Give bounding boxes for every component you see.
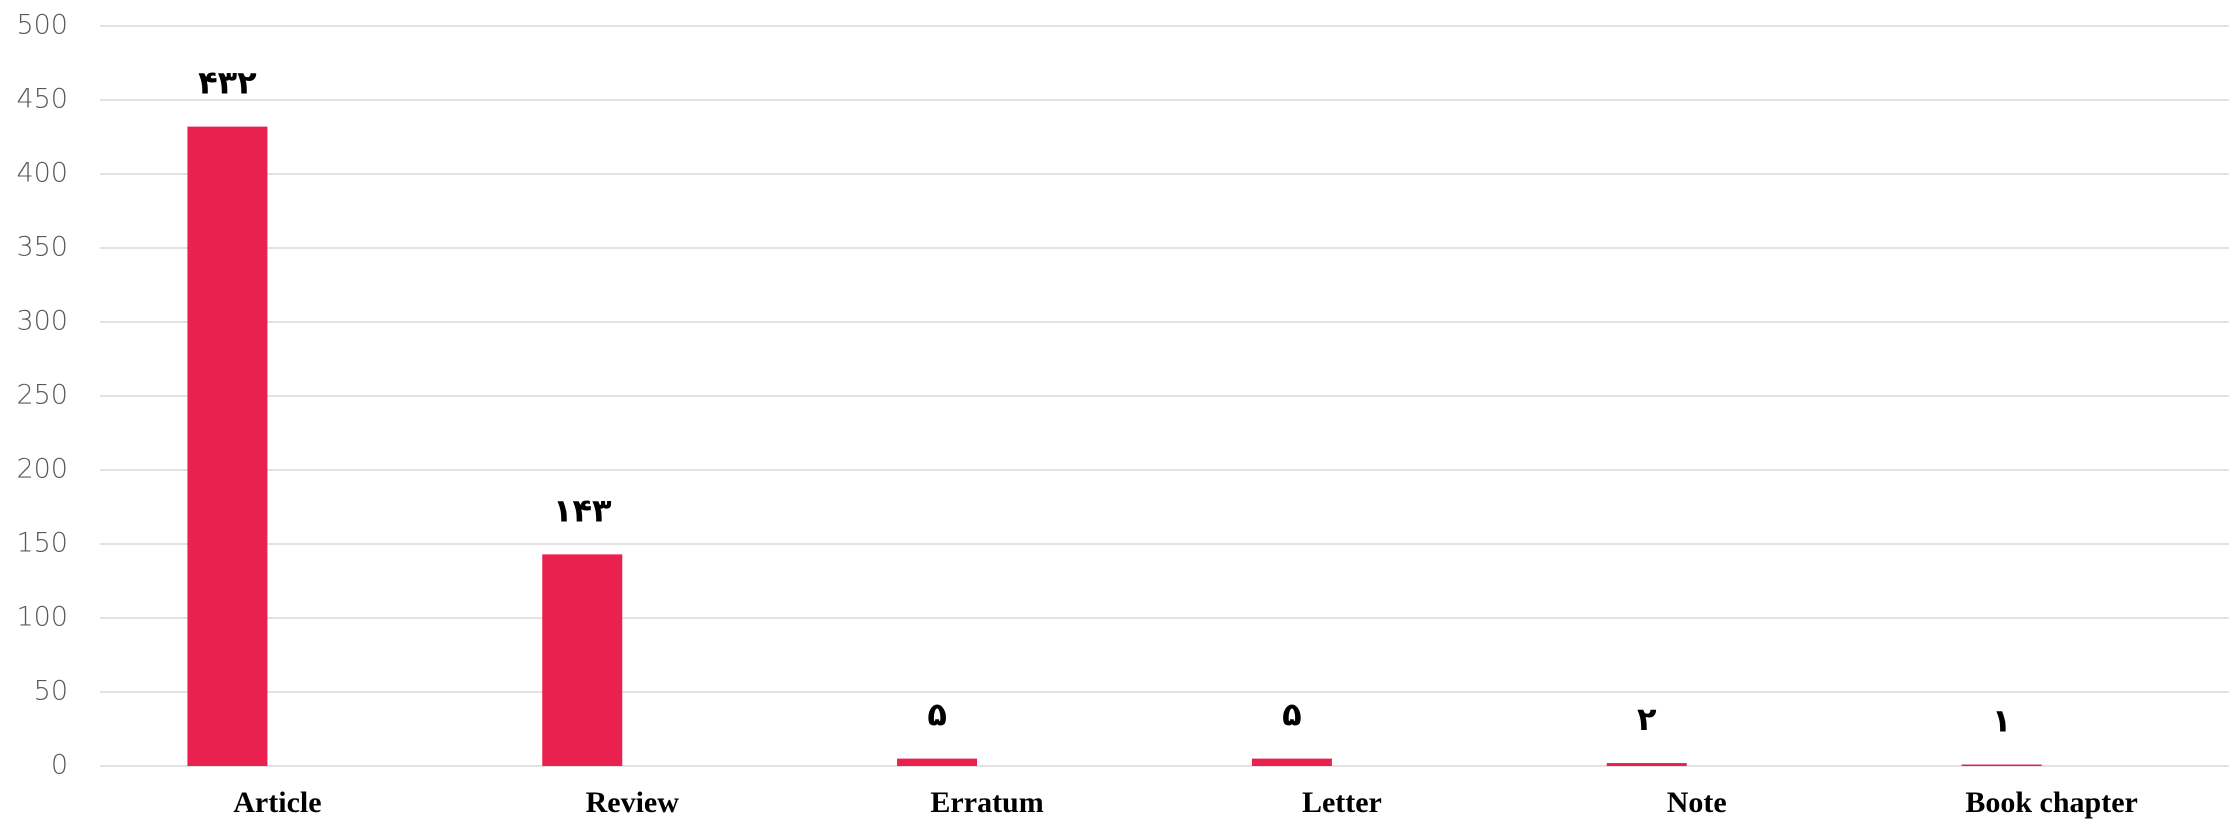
y-tick-label: 200	[16, 454, 68, 485]
x-tick-label: Erratum	[930, 786, 1043, 819]
data-label: ۵	[927, 696, 947, 734]
data-label: ۲	[1637, 700, 1657, 738]
data-label: ۱	[1992, 702, 2012, 740]
y-tick-label: 500	[16, 10, 68, 41]
bar	[1606, 763, 1687, 766]
y-tick-label: 150	[16, 528, 68, 559]
data-label: ۵	[1282, 696, 1302, 734]
data-label: ۴۳۲	[198, 64, 257, 102]
y-tick-label: 400	[16, 158, 68, 189]
x-tick-label: Book chapter	[1965, 786, 2138, 819]
y-tick-label: 100	[16, 602, 68, 633]
x-tick-label: Review	[586, 786, 680, 819]
bar	[1251, 758, 1332, 766]
bar	[897, 758, 978, 766]
y-tick-label: 50	[34, 676, 68, 707]
x-tick-label: Note	[1667, 786, 1727, 819]
bar	[187, 126, 268, 766]
y-tick-label: 350	[16, 232, 68, 263]
data-label: ۱۴۳	[553, 491, 612, 529]
y-tick-label: 450	[16, 84, 68, 115]
x-tick-label: Article	[233, 786, 321, 819]
y-tick-label: 250	[16, 380, 68, 411]
y-tick-label: 0	[51, 750, 68, 781]
x-tick-label: Letter	[1302, 786, 1382, 819]
bar	[542, 554, 623, 766]
y-tick-label: 300	[16, 306, 68, 337]
bar	[1961, 764, 2042, 766]
